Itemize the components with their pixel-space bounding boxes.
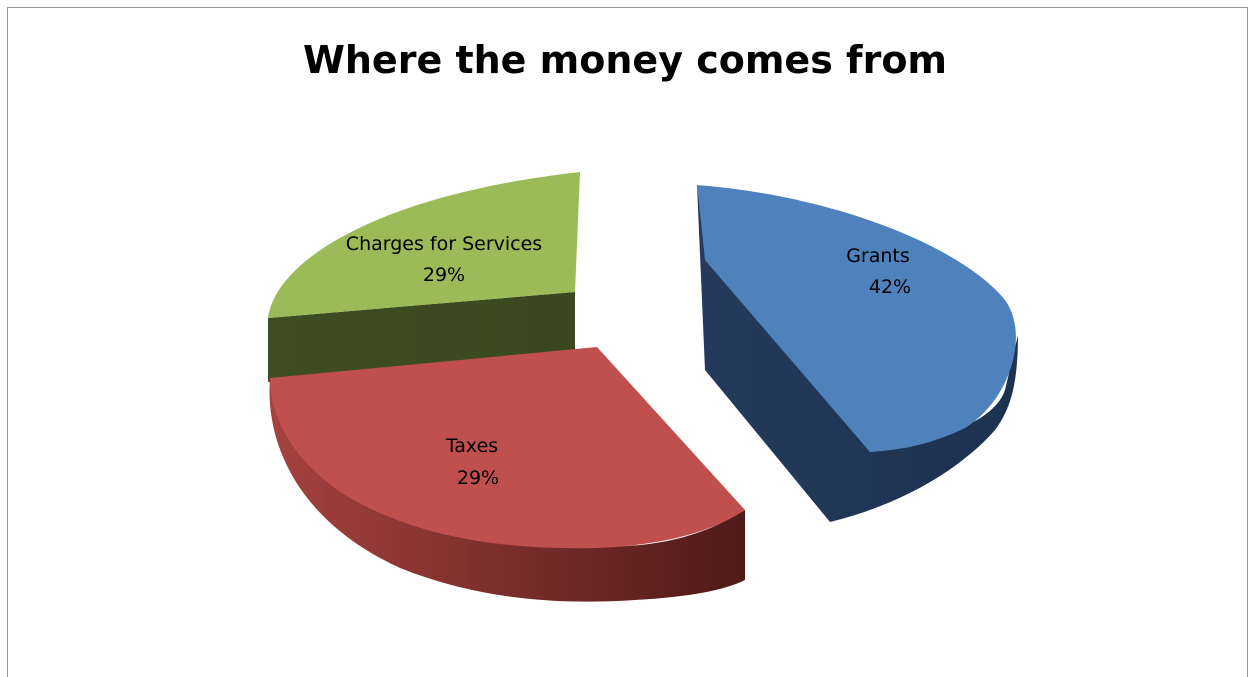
- label-grants-name: Grants: [846, 245, 910, 267]
- chart-title: Where the money comes from: [302, 38, 948, 82]
- slice-grants-top: [697, 185, 1016, 452]
- label-charges-percent: 29%: [423, 264, 465, 286]
- slice-taxes-side: [269, 378, 745, 602]
- slice-charges-side: [268, 292, 575, 382]
- slice-charges-top: [268, 172, 580, 318]
- slice-taxes: [269, 347, 745, 602]
- label-taxes-name: Taxes: [445, 435, 498, 457]
- slice-taxes-top: [270, 347, 745, 549]
- label-grants-percent: 42%: [869, 276, 911, 298]
- label-taxes-percent: 29%: [457, 467, 499, 489]
- slice-grants: [697, 185, 1018, 522]
- slice-charges-for-services: [268, 172, 580, 382]
- label-charges-name: Charges for Services: [346, 233, 542, 255]
